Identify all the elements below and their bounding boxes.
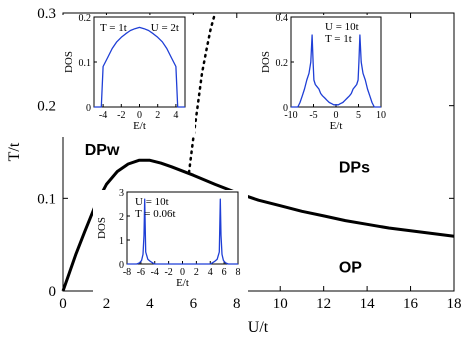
dotted-boundary-line [187,11,217,174]
inset-y-tick-label: 1 [119,236,124,247]
inset-y-tick-label: 0.4 [276,13,289,24]
inset-y-tick-label: 3 [119,188,124,199]
inset-dos-curve [94,26,185,108]
y-tick-label: 0 [49,284,57,300]
inset-y-axis-label: DOS [63,51,75,73]
region-label-dps: DPs [339,159,370,176]
inset-x-tick-label: -4 [151,267,159,278]
y-axis-label: T/t [6,142,23,161]
inset-x-tick-label: 0 [137,110,142,121]
inset-x-axis-label: E/t [330,120,343,132]
inset-x-tick-label: -5 [309,110,317,121]
inset-x-axis-label: E/t [133,120,146,132]
inset-x-tick-label: 6 [222,267,227,278]
x-tick-label: 16 [403,296,419,312]
inset-x-tick-label: 8 [236,267,241,278]
inset-annotation: U = 10t [135,196,169,208]
inset-backdrop [93,190,248,294]
inset-y-tick-label: 0 [119,260,124,271]
inset-x-tick-label: 2 [194,267,199,278]
inset-y-tick-label: 0.2 [276,58,289,69]
inset-backdrop [257,15,391,137]
y-tick-label: 0.2 [37,99,56,115]
inset-x-tick-label: -2 [117,110,125,121]
region-label-op: OP [339,259,362,276]
inset-y-axis-label: DOS [96,217,108,239]
x-axis-label: U/t [248,319,269,336]
region-label-dpw: DPw [85,142,120,159]
inset-y-axis-label: DOS [260,51,272,73]
x-tick-label: 10 [273,296,288,312]
inset-x-axis-label: E/t [176,277,189,289]
x-tick-label: 12 [316,296,331,312]
x-tick-label: 2 [103,296,111,312]
inset-dos-curve [291,34,381,108]
inset-y-tick-label: 0 [283,103,288,114]
inset-annotation: U = 2t [151,22,179,34]
x-tick-label: 0 [59,296,67,312]
x-tick-label: 4 [146,296,154,312]
y-tick-label: 0.1 [37,191,56,207]
inset-x-tick-label: 0 [180,267,185,278]
inset-y-tick-label: 0 [86,103,91,114]
x-tick-label: 18 [447,296,462,312]
inset-annotation: T = 1t [325,33,352,45]
inset-x-tick-label: 4 [173,110,178,121]
inset-annotation: T = 1t [100,22,127,34]
inset-x-tick-label: 2 [155,110,160,121]
y-tick-label: 0.3 [37,6,56,22]
inset-y-tick-label: 0.1 [79,58,92,69]
inset-x-tick-label: -8 [123,267,131,278]
inset-u2-t1: -4 -2 0 2 4 0 0.1 0.2 E/t DOS T = 1t U = 2t [60,13,195,137]
inset-y-tick-label: 0.2 [79,13,92,24]
inset-annotation: T = 0.06t [135,208,176,220]
inset-dos-curve [127,198,238,265]
main-plot-frame [62,12,455,292]
inset-annotation: U = 10t [325,21,359,33]
inset-x-tick-label: -4 [99,110,107,121]
x-tick-label: 8 [233,296,241,312]
x-tick-label: 6 [190,296,198,312]
inset-x-tick-label: -6 [137,267,145,278]
inset-backdrop [60,15,195,137]
inset-x-tick-label: -2 [164,267,172,278]
x-tick-label: 14 [360,296,376,312]
inset-x-tick-label: 10 [376,110,386,121]
inset-y-tick-label: 2 [119,212,124,223]
inset-x-tick-label: 4 [208,267,213,278]
inset-x-tick-label: -10 [284,110,297,121]
main-x-ticks: 0 2 4 6 8 10 12 14 16 18 [59,13,462,312]
inset-x-tick-label: 5 [356,110,361,121]
inset-x-tick-label: 0 [334,110,339,121]
